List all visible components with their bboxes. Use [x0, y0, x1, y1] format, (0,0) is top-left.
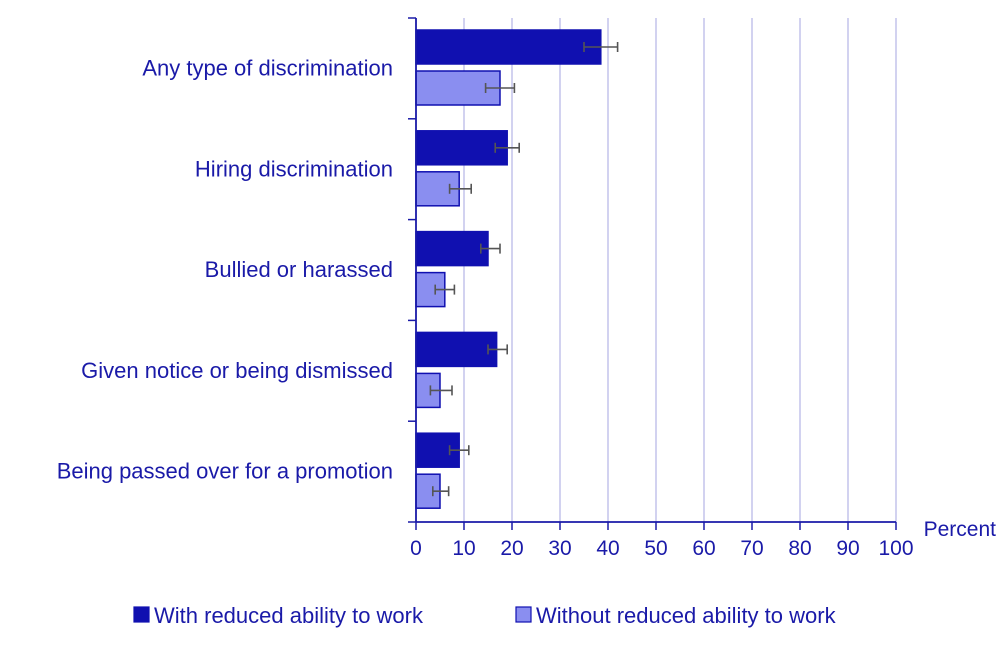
- x-tick-label: 100: [878, 537, 913, 560]
- error-bars: [429, 42, 619, 497]
- error-bar: [431, 486, 450, 497]
- x-axis-title: Percent: [924, 518, 997, 541]
- x-tick-label: 60: [692, 537, 715, 560]
- x-tick-label: 80: [788, 537, 811, 560]
- x-tick-label: 20: [500, 537, 523, 560]
- x-tick-label: 90: [836, 537, 859, 560]
- error-bar: [429, 385, 453, 396]
- category-label: Bullied or harassed: [205, 257, 393, 282]
- error-bar: [484, 83, 516, 93]
- bar-with-reduced-3: [415, 331, 498, 368]
- x-tick-label: 30: [548, 537, 571, 560]
- legend-label: Without reduced ability to work: [536, 603, 837, 628]
- error-bar: [479, 243, 501, 254]
- grid-lines: [463, 18, 897, 522]
- x-tick-label: 50: [644, 537, 667, 560]
- legend-label: With reduced ability to work: [154, 603, 424, 628]
- category-label: Any type of discrimination: [142, 56, 393, 81]
- bar-with-reduced-2: [415, 230, 489, 267]
- error-bar: [494, 142, 521, 153]
- x-tick-label: 40: [596, 537, 619, 560]
- legend-item-with-reduced: With reduced ability to work: [133, 603, 424, 628]
- legend-item-without-reduced: Without reduced ability to work: [515, 603, 837, 628]
- legend-swatch: [515, 606, 532, 623]
- category-labels: Any type of discrimination Hiring discrim…: [57, 56, 393, 484]
- error-bar: [434, 284, 456, 295]
- category-label: Hiring discrimination: [195, 156, 393, 181]
- legend: With reduced ability to work Without redu…: [133, 603, 837, 628]
- category-label: Given notice or being dismissed: [81, 358, 393, 383]
- error-bar: [448, 445, 470, 456]
- error-bar: [583, 42, 619, 52]
- category-label: Being passed over for a promotion: [57, 459, 393, 484]
- bars: [415, 29, 602, 509]
- axes: 0 10 20 30 40 50 60 70 80 90 100 Percent: [408, 17, 997, 560]
- x-tick-label: 10: [452, 537, 475, 560]
- error-bar: [448, 183, 473, 194]
- error-bar: [487, 344, 509, 355]
- x-tick-label: 0: [410, 537, 422, 560]
- bar-with-reduced-1: [415, 130, 508, 166]
- bar-with-reduced-0: [415, 29, 602, 65]
- x-tick-label: 70: [740, 537, 763, 560]
- legend-swatch: [133, 606, 150, 623]
